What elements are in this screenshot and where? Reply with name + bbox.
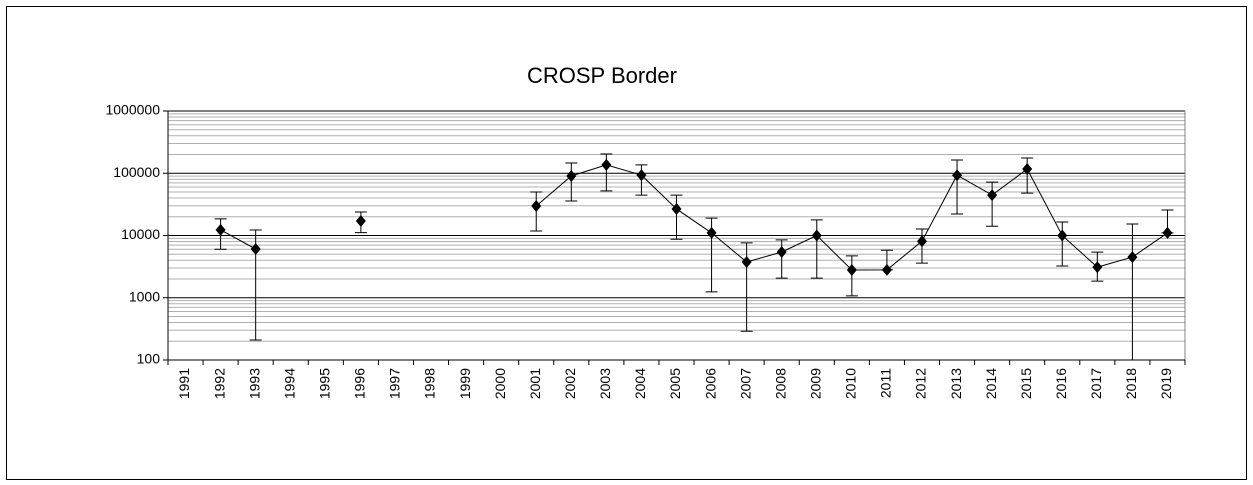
marker — [1092, 261, 1103, 274]
marker — [1057, 229, 1068, 242]
x-tick-label: 2009 — [807, 368, 823, 399]
x-tick-label: 2008 — [772, 368, 788, 399]
x-tick-label: 1999 — [457, 368, 473, 399]
marker — [846, 264, 857, 277]
x-tick-label: 1996 — [352, 368, 368, 399]
x-tick-label: 2004 — [632, 368, 648, 399]
x-tick-label: 2014 — [983, 368, 999, 399]
marker — [531, 199, 542, 212]
x-tick-label: 2010 — [843, 368, 859, 399]
marker — [671, 202, 682, 215]
marker — [811, 229, 822, 242]
x-tick-label: 2012 — [913, 368, 929, 399]
y-tick-label: 100 — [137, 351, 161, 367]
x-tick-label: 2018 — [1123, 368, 1139, 399]
x-tick-label: 1998 — [422, 368, 438, 399]
marker — [566, 170, 577, 183]
x-tick-label: 2017 — [1088, 368, 1104, 399]
x-tick-label: 2011 — [878, 368, 894, 398]
marker — [601, 158, 612, 171]
x-tick-label: 1991 — [176, 368, 192, 399]
error-bar — [565, 162, 578, 202]
x-tick-label: 2000 — [492, 368, 508, 399]
y-tick-label: 10000 — [121, 226, 160, 242]
marker — [636, 169, 647, 182]
x-tick-label: 2001 — [527, 368, 543, 399]
marker — [1022, 163, 1033, 176]
x-tick-label: 2016 — [1053, 368, 1069, 399]
x-tick-label: 2019 — [1158, 368, 1174, 399]
x-tick-label: 2006 — [702, 368, 718, 399]
marker — [952, 169, 963, 182]
y-tick-label: 100000 — [113, 164, 160, 180]
y-tick-label: 1000000 — [105, 102, 160, 118]
marker — [987, 189, 998, 202]
marker — [1162, 226, 1173, 239]
error-bar — [1056, 221, 1069, 267]
x-tick-label: 2003 — [597, 368, 613, 399]
x-tick-label: 2005 — [667, 368, 683, 399]
x-tick-label: 1992 — [211, 368, 227, 399]
marker — [776, 246, 787, 259]
x-tick-label: 2015 — [1018, 368, 1034, 399]
x-tick-label: 1994 — [281, 368, 297, 399]
marker — [250, 242, 261, 255]
marker — [706, 226, 717, 239]
y-tick-label: 1000 — [129, 288, 160, 304]
x-tick-label: 1995 — [317, 368, 333, 399]
x-tick-label: 2007 — [737, 368, 753, 399]
marker — [916, 235, 927, 248]
error-bar — [670, 194, 683, 240]
x-tick-label: 1997 — [387, 368, 403, 399]
marker — [741, 256, 752, 269]
marker — [215, 223, 226, 236]
x-tick-label: 1993 — [246, 368, 262, 399]
marker — [355, 214, 366, 227]
x-tick-label: 2002 — [562, 368, 578, 399]
error-bar — [951, 159, 964, 215]
marker — [1127, 251, 1138, 264]
error-bar — [1126, 223, 1139, 360]
marker — [881, 263, 892, 276]
x-tick-label: 2013 — [948, 368, 964, 399]
chart-title: CROSP Border — [527, 63, 677, 88]
